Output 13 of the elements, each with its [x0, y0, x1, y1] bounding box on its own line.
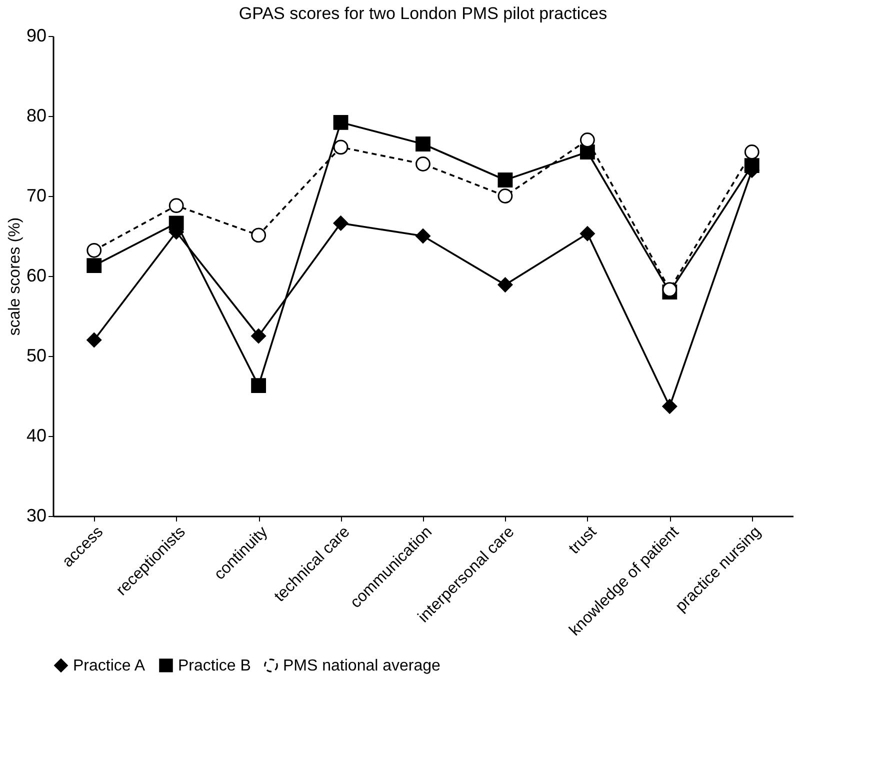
- legend-label: PMS national average: [283, 657, 441, 674]
- y-tick-label: 70: [26, 186, 46, 206]
- y-tick-label: 80: [26, 106, 46, 126]
- y-tick-label: 40: [26, 426, 46, 446]
- y-tick-label: 60: [26, 266, 46, 286]
- y-tick-label: 30: [26, 506, 46, 526]
- x-tick-label: trust: [566, 523, 600, 558]
- y-tick-label: 50: [26, 346, 46, 366]
- y-tick-label: 90: [26, 26, 46, 46]
- legend-label: Practice A: [73, 657, 146, 674]
- y-axis-title: scale scores (%): [6, 217, 24, 336]
- legend-label: Practice B: [178, 657, 251, 674]
- chart-title: GPAS scores for two London PMS pilot practices: [238, 4, 608, 23]
